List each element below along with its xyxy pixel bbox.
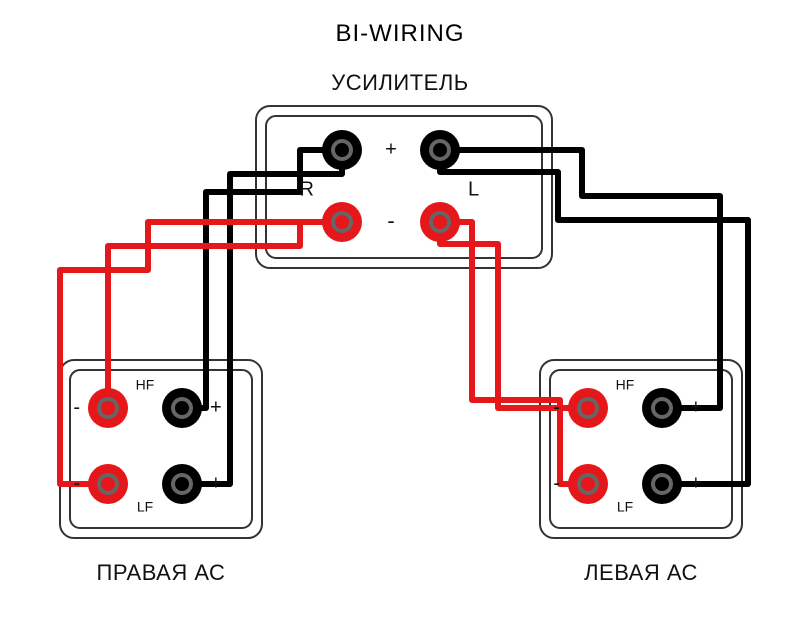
svg-text:HF: HF	[616, 377, 635, 393]
svg-text:+: +	[210, 396, 222, 418]
svg-text:+: +	[690, 472, 702, 494]
diagram-title: BI-WIRING	[0, 20, 800, 48]
left-speaker-label: ЛЕВАЯ АС	[540, 560, 742, 586]
svg-text:-: -	[73, 472, 80, 494]
svg-text:HF: HF	[136, 377, 155, 393]
svg-text:-: -	[553, 396, 560, 418]
svg-text:-: -	[73, 396, 80, 418]
svg-text:LF: LF	[137, 499, 153, 515]
bi-wiring-diagram: + - R L - - + + HF LF - - + + HF LF	[0, 0, 800, 640]
svg-text:+: +	[385, 138, 397, 160]
svg-text:LF: LF	[617, 499, 633, 515]
svg-text:+: +	[690, 396, 702, 418]
svg-text:-: -	[553, 472, 560, 494]
svg-text:-: -	[387, 208, 394, 233]
amplifier-label: УСИЛИТЕЛЬ	[0, 70, 800, 96]
svg-text:+: +	[210, 472, 222, 494]
svg-text:R: R	[300, 178, 314, 200]
svg-text:L: L	[468, 178, 479, 200]
right-speaker-label: ПРАВАЯ АС	[60, 560, 262, 586]
